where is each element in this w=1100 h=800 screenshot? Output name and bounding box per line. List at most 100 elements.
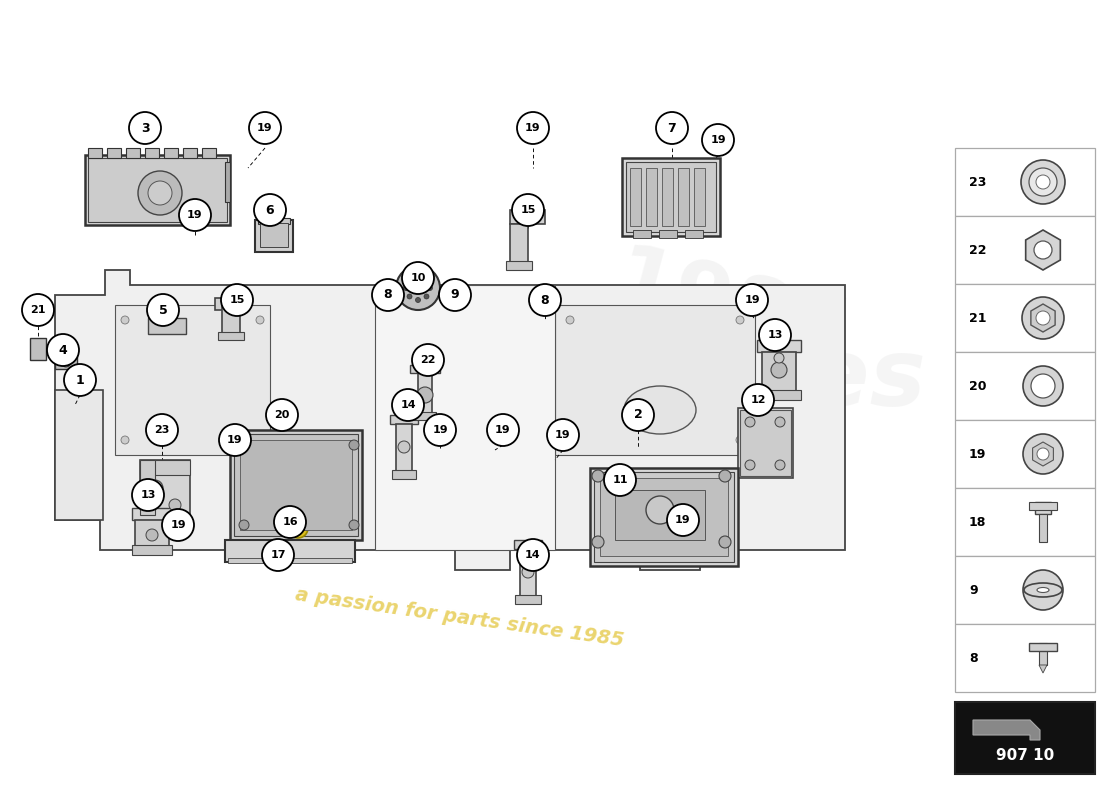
Circle shape [412,344,444,376]
Circle shape [1023,366,1063,406]
Text: 14: 14 [400,400,416,410]
Circle shape [736,284,768,316]
Bar [230,430,362,540]
Text: DirekSpares: DirekSpares [275,334,925,426]
Bar [556,305,755,455]
Polygon shape [1031,304,1055,332]
Circle shape [776,417,785,427]
Bar [202,148,216,158]
Circle shape [656,112,688,144]
Ellipse shape [1024,583,1062,597]
Bar [520,549,536,597]
Text: 9: 9 [451,289,460,302]
Bar [694,168,705,226]
Bar [1028,502,1057,510]
Bar [260,223,288,247]
Bar [510,210,544,224]
Circle shape [1021,160,1065,204]
Circle shape [147,294,179,326]
Text: 22: 22 [969,243,987,257]
Bar [685,230,703,238]
Circle shape [146,414,178,446]
Bar [955,488,1094,556]
Bar [55,355,77,369]
Bar [506,261,532,270]
Bar [659,230,676,238]
Circle shape [621,399,654,431]
Circle shape [604,464,636,496]
Bar [646,168,657,226]
Text: 15: 15 [229,295,244,305]
Bar [757,340,801,352]
Circle shape [522,566,534,578]
Text: 20: 20 [274,410,289,420]
Circle shape [745,460,755,470]
Circle shape [392,389,424,421]
Bar [1040,514,1047,542]
Circle shape [404,286,408,290]
Bar [183,148,197,158]
Circle shape [1037,448,1049,460]
Bar [228,558,352,563]
Circle shape [517,112,549,144]
Circle shape [22,294,54,326]
Bar [218,332,244,340]
Circle shape [239,520,249,530]
Bar [30,338,46,360]
Circle shape [262,539,294,571]
Circle shape [517,539,549,571]
Bar [678,168,689,226]
Circle shape [132,479,164,511]
Bar [955,216,1094,284]
Bar [116,305,270,455]
Text: 4: 4 [58,343,67,357]
Text: 19: 19 [257,123,273,133]
Bar [1035,502,1050,514]
Circle shape [439,279,471,311]
Text: 8: 8 [969,651,978,665]
Bar [662,168,673,226]
Circle shape [121,316,129,324]
Bar [632,230,651,238]
Circle shape [1034,241,1052,259]
Circle shape [147,480,163,496]
Circle shape [266,399,298,431]
Text: 7: 7 [668,122,676,134]
Circle shape [736,316,744,324]
Bar [410,365,440,373]
Polygon shape [1025,230,1060,270]
Bar [132,545,172,555]
Text: 9: 9 [969,583,978,597]
Bar [414,412,436,420]
Text: 19: 19 [969,447,987,461]
Bar [515,595,541,604]
Bar [140,460,190,475]
Circle shape [288,518,308,538]
Circle shape [774,353,784,363]
Text: 22: 22 [420,355,436,365]
Circle shape [398,441,410,453]
Bar [955,702,1094,774]
Circle shape [566,436,574,444]
Circle shape [402,262,434,294]
Text: 16: 16 [283,517,298,527]
Bar [107,148,121,158]
Bar [740,410,791,476]
Circle shape [254,194,286,226]
Circle shape [428,286,432,290]
Text: 17: 17 [271,550,286,560]
Text: 12: 12 [750,395,766,405]
Text: 3: 3 [141,122,150,134]
Circle shape [424,277,429,282]
Bar [135,520,169,548]
Text: 21: 21 [31,305,46,315]
Circle shape [592,470,604,482]
Circle shape [349,440,359,450]
Circle shape [667,504,698,536]
Polygon shape [55,270,845,570]
Text: 5: 5 [158,303,167,317]
Polygon shape [1033,442,1054,466]
Circle shape [1036,311,1050,325]
Circle shape [349,520,359,530]
Text: 23: 23 [154,425,169,435]
